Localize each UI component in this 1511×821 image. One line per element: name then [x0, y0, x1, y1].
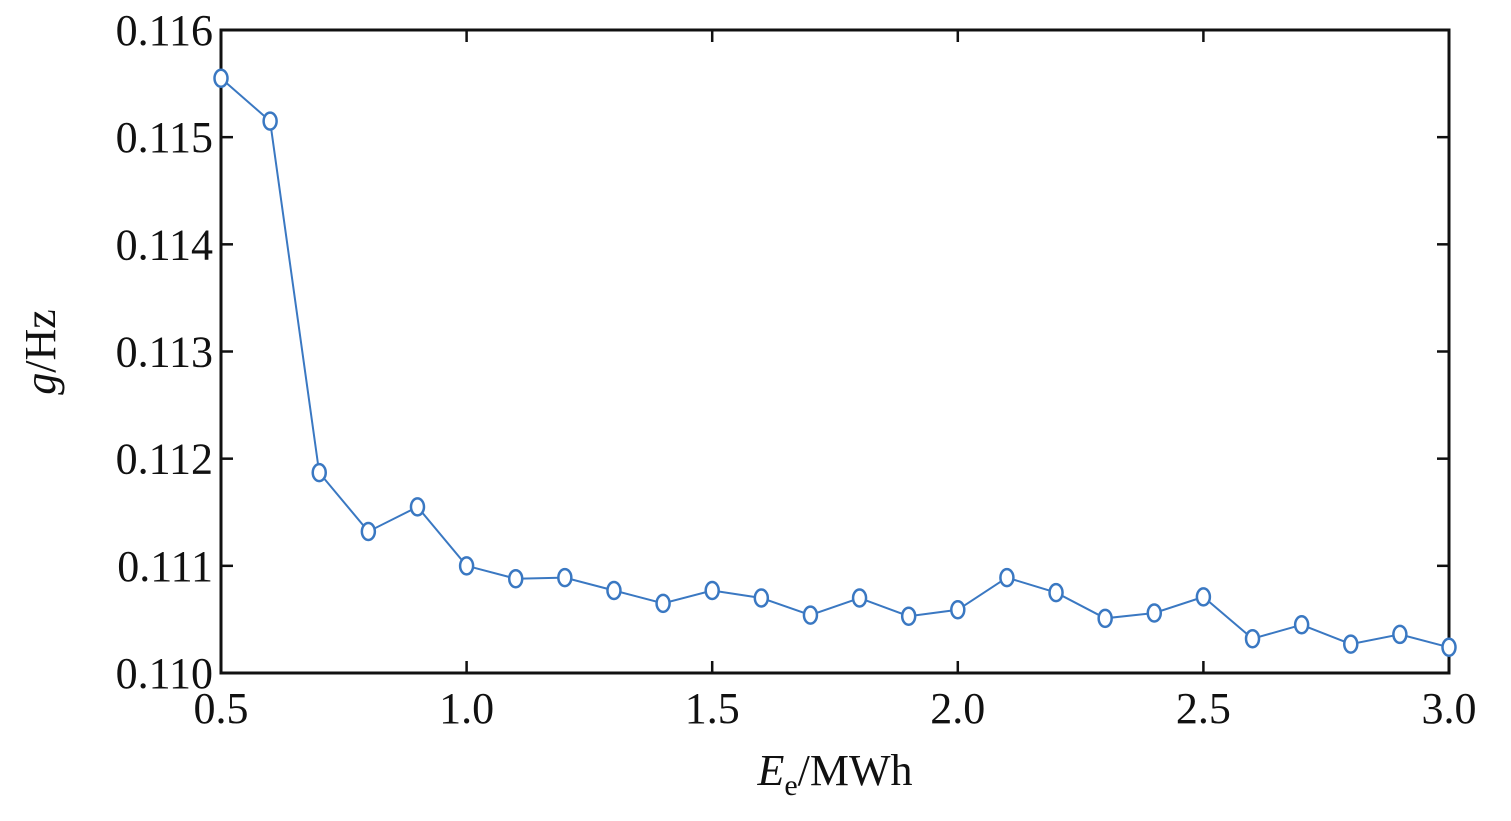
- data-point: [1392, 624, 1408, 645]
- data-point: [900, 606, 917, 626]
- data-point: [655, 593, 671, 614]
- x-axis-subscript: e: [784, 769, 797, 802]
- data-point: [950, 600, 966, 620]
- data-point: [704, 580, 720, 601]
- x-tick-label: 2.0: [930, 684, 985, 733]
- y-tick-label: 0.110: [116, 649, 213, 698]
- y-axis-title: g/Hz: [16, 309, 65, 395]
- data-point: [1441, 637, 1457, 658]
- data-point: [999, 567, 1015, 588]
- plot-frame: [219, 28, 1451, 675]
- x-axis-title: Ee/MWh: [756, 746, 912, 802]
- data-point: [802, 605, 819, 625]
- data-point: [1195, 587, 1212, 607]
- x-axis: 0.5 1.0 1.5 2.0 2.5 3.0: [194, 30, 1477, 733]
- y-axis: 0.110 0.111 0.112 0.113 0.114 0.115 0.116: [116, 6, 1449, 698]
- data-point: [262, 111, 278, 131]
- y-tick-label: 0.116: [116, 6, 213, 55]
- y-tick-label: 0.115: [116, 113, 213, 162]
- x-tick-label: 3.0: [1422, 684, 1477, 733]
- series-layer: [213, 68, 1457, 658]
- data-point: [1244, 628, 1261, 649]
- data-point: [409, 497, 426, 517]
- x-axis-symbol: E: [756, 746, 784, 795]
- y-tick-label: 0.112: [116, 435, 213, 484]
- data-point: [1048, 582, 1064, 603]
- data-point: [311, 462, 327, 483]
- y-axis-unit: /Hz: [16, 309, 65, 373]
- y-tick-label: 0.113: [116, 328, 213, 377]
- x-axis-unit: /MWh: [798, 746, 913, 795]
- y-tick-label: 0.114: [116, 220, 213, 269]
- data-point: [753, 588, 770, 608]
- data-point: [507, 568, 524, 589]
- data-point: [557, 567, 573, 588]
- data-point: [1343, 634, 1359, 654]
- x-tick-label: 2.5: [1176, 684, 1231, 733]
- series-line: [220, 77, 1450, 649]
- x-tick-label: 0.5: [194, 684, 249, 733]
- data-point: [606, 580, 622, 601]
- data-point: [1146, 603, 1163, 623]
- data-point: [213, 68, 229, 88]
- x-tick-label: 1.0: [439, 684, 494, 733]
- data-point: [1293, 615, 1310, 635]
- data-point: [851, 588, 868, 608]
- data-point: [360, 521, 377, 542]
- data-point: [1097, 608, 1113, 629]
- x-tick-label: 1.5: [685, 684, 740, 733]
- data-point: [458, 556, 475, 576]
- y-tick-label: 0.111: [117, 542, 213, 591]
- y-axis-symbol: g: [16, 373, 65, 395]
